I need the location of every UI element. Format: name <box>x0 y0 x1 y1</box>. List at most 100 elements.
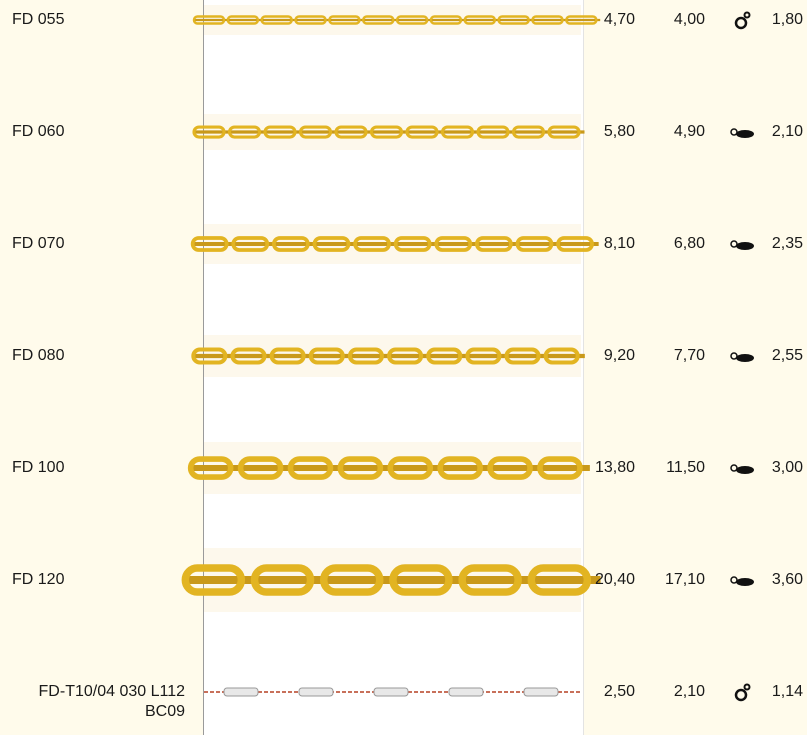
lobster-clasp-icon <box>730 576 754 586</box>
chain-link <box>312 236 351 252</box>
chain-bar <box>448 687 484 697</box>
weight-value: 1,80 <box>771 11 803 28</box>
chain-link <box>260 15 293 25</box>
weight-value: 1,14 <box>771 683 803 700</box>
lobster-clasp-icon <box>730 240 754 250</box>
length-value: 5,80 <box>603 123 635 140</box>
chain-link <box>269 347 306 365</box>
item-code: FD 055 <box>12 11 65 28</box>
length-value: 8,10 <box>603 235 635 252</box>
item-code: FD-T10/04 030 L112 BC09 <box>38 683 185 720</box>
chain-link <box>192 15 226 25</box>
chain-link <box>287 456 334 480</box>
chain-link <box>387 456 434 480</box>
chain-link <box>263 125 297 139</box>
lobster-loop <box>730 464 738 472</box>
length-value: 4,70 <box>603 11 635 28</box>
chain-link <box>347 347 384 365</box>
chain-link <box>434 236 473 252</box>
width-value: 11,50 <box>666 459 705 476</box>
chain-link <box>440 125 475 139</box>
chain-link <box>328 15 361 25</box>
ring-clasp-icon <box>734 683 751 702</box>
length-value: 20,40 <box>594 571 635 588</box>
chain-link <box>389 564 453 596</box>
lobster-clasp-icon <box>730 128 754 138</box>
weight-value: 3,00 <box>771 459 803 476</box>
item-code: FD 070 <box>12 235 65 252</box>
item-code: FD 080 <box>12 347 65 364</box>
width-value: 7,70 <box>673 347 705 364</box>
chain-link <box>543 347 580 365</box>
weight-value: 2,10 <box>771 123 803 140</box>
weight-value: 2,55 <box>771 347 803 364</box>
chain-link <box>556 236 594 252</box>
chain-bar <box>298 687 334 697</box>
chain-link <box>463 15 497 25</box>
lobster-body <box>736 130 754 138</box>
chain-link <box>230 347 267 365</box>
lobster-clasp-icon <box>730 464 754 474</box>
chain-link <box>547 125 581 139</box>
chain-image <box>192 5 601 35</box>
chain-link <box>487 456 533 480</box>
item-code: FD 060 <box>12 123 65 140</box>
chain-link <box>497 15 530 25</box>
chain-link <box>353 236 391 252</box>
item-code: FD 100 <box>12 459 65 476</box>
chain-link <box>387 347 424 365</box>
chain-link <box>319 564 384 596</box>
chain-link <box>393 236 432 252</box>
chain-link <box>405 125 439 139</box>
chain-link <box>474 236 513 252</box>
length-value: 2,50 <box>603 683 635 700</box>
chain-link <box>231 236 270 252</box>
chain-image <box>204 687 581 697</box>
lobster-loop <box>730 576 738 584</box>
width-value: 4,00 <box>673 11 705 28</box>
chain-link <box>429 15 463 25</box>
length-value: 9,20 <box>603 347 635 364</box>
chain-bar <box>523 687 559 697</box>
chain-link <box>437 456 483 480</box>
chain-link <box>369 125 404 139</box>
chain-link <box>187 456 234 480</box>
chain-link <box>395 15 429 25</box>
chain-link <box>511 125 546 139</box>
chain-link <box>531 15 564 25</box>
width-value: 17,10 <box>664 571 705 588</box>
chain-link <box>426 347 463 365</box>
ring-loop <box>743 11 751 19</box>
width-value: 6,80 <box>673 235 705 252</box>
lobster-body <box>736 354 754 362</box>
chain-image <box>192 114 585 150</box>
chain-link <box>515 236 554 252</box>
width-value: 2,10 <box>673 683 705 700</box>
length-value: 13,80 <box>594 459 635 476</box>
chain-link <box>226 15 260 25</box>
chain-link <box>334 125 368 139</box>
chain-link <box>190 236 229 252</box>
chain-link <box>527 564 592 596</box>
chain-link <box>294 15 327 25</box>
chain-link <box>537 456 583 480</box>
chain-link <box>192 125 226 139</box>
chain-link <box>337 456 384 480</box>
ring <box>734 688 748 702</box>
ring-clasp-icon <box>734 11 751 30</box>
chain-link <box>250 564 315 596</box>
chain-image <box>190 224 599 264</box>
lobster-loop <box>730 240 738 248</box>
chain-link <box>181 564 246 596</box>
chain-image <box>191 335 585 377</box>
chain-link <box>465 347 502 365</box>
lobster-body <box>736 578 754 586</box>
lobster-body <box>736 242 754 250</box>
chain-link <box>271 236 310 252</box>
width-value: 4,90 <box>673 123 705 140</box>
chain-link <box>298 125 333 139</box>
weight-value: 2,35 <box>771 235 803 252</box>
chain-link <box>191 347 228 365</box>
